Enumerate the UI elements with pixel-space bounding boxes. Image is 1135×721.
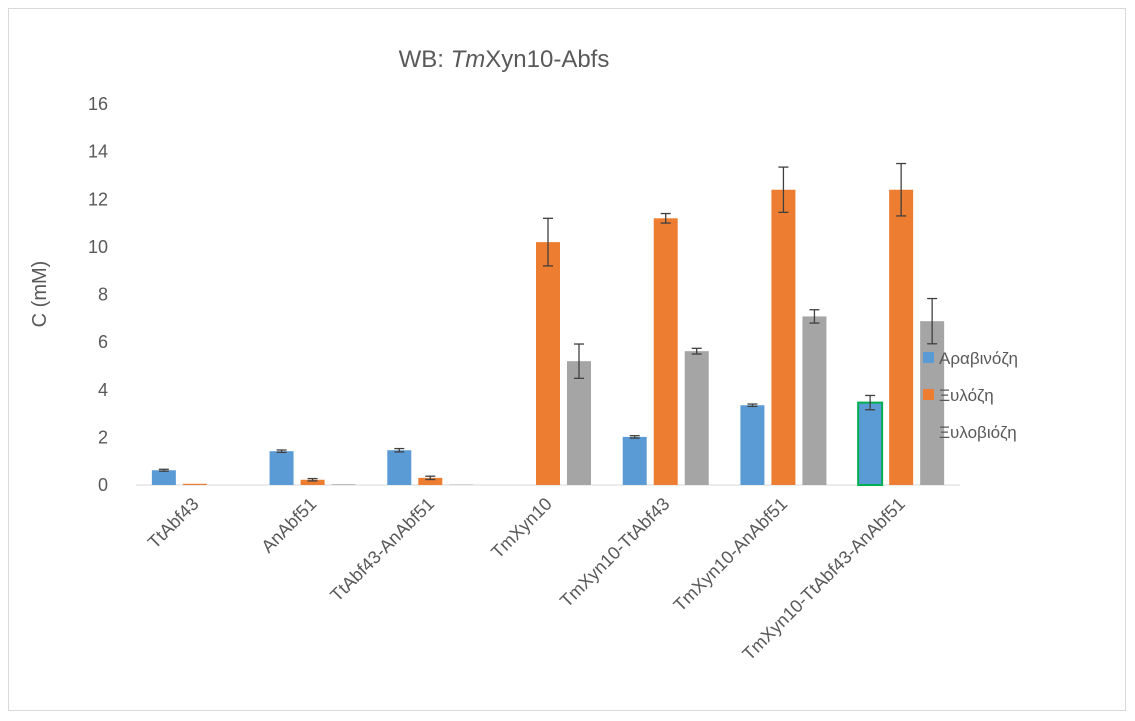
error-bar xyxy=(927,297,938,345)
legend: Αραβινόζη Ξυλόζη Ξυλοβιόζη xyxy=(923,349,1018,442)
y-tick-label: 6 xyxy=(98,332,108,352)
bar xyxy=(331,484,356,485)
y-tick-label: 10 xyxy=(88,237,108,257)
error-bar xyxy=(574,343,584,379)
bar xyxy=(684,351,709,485)
bar xyxy=(653,218,678,486)
bar xyxy=(857,401,884,487)
error-bar xyxy=(543,217,553,267)
bar xyxy=(622,436,647,485)
error-bar xyxy=(660,212,671,224)
chart-title-prefix: WB: xyxy=(399,46,451,73)
bar xyxy=(418,477,443,485)
bar xyxy=(536,242,560,485)
legend-label: Ξυλοβιόζη xyxy=(939,423,1017,442)
plot-area: 0 2 4 6 8 10 12 14 16 TtAbf43 AnAbf51 TtAbf43-AnAbf… xyxy=(88,94,960,664)
error-bar xyxy=(896,162,907,217)
error-bar xyxy=(691,347,702,355)
y-tick-label: 2 xyxy=(98,427,108,447)
error-bar xyxy=(747,403,758,408)
error-bar xyxy=(425,475,436,481)
legend-swatch xyxy=(923,352,934,363)
chart-title: WB: TmXyn10-Abfs xyxy=(399,46,610,73)
chart-frame: WB: TmXyn10-Abfs C (mM) 0 2 4 6 8 10 12 14 16 TtA… xyxy=(8,8,1126,711)
legend-swatch xyxy=(923,426,934,437)
bar xyxy=(802,316,827,485)
x-tick-label: TtAbf43 xyxy=(144,494,203,553)
x-tick-label: AnAbf51 xyxy=(257,494,320,557)
y-tick-label: 14 xyxy=(88,142,108,162)
error-bar xyxy=(778,166,789,213)
error-bar xyxy=(158,468,169,472)
x-tick-label: TmXyn10-TtAbf43 xyxy=(556,494,673,611)
chart-title-italic: Tm xyxy=(451,46,486,73)
x-tick-label: TtAbf43-AnAbf51 xyxy=(326,494,438,606)
y-tick-label: 4 xyxy=(98,380,108,400)
y-axis-label: C (mM) xyxy=(29,261,51,328)
bar xyxy=(151,470,176,485)
error-bar xyxy=(629,435,640,439)
error-bar xyxy=(809,309,820,324)
bar xyxy=(740,405,765,485)
bar xyxy=(300,479,325,485)
error-bar xyxy=(276,449,287,454)
x-tick-label: TmXyn10 xyxy=(487,494,556,563)
chart-svg: WB: TmXyn10-Abfs C (mM) 0 2 4 6 8 10 12 14 16 TtA… xyxy=(29,46,1018,664)
chart-title-suffix: Xyn10-Abfs xyxy=(485,46,609,73)
bar xyxy=(182,483,207,485)
error-bar xyxy=(307,477,318,482)
x-tick-label: TmXyn10-AnAbf51 xyxy=(670,494,792,616)
legend-label: Αραβινόζη xyxy=(939,349,1018,368)
bar xyxy=(567,361,591,485)
y-tick-label: 16 xyxy=(88,94,108,114)
y-tick-label: 0 xyxy=(98,475,108,495)
legend-label: Ξυλόζη xyxy=(939,386,994,405)
error-bar xyxy=(865,394,876,411)
legend-swatch xyxy=(923,389,934,400)
bar xyxy=(387,450,412,485)
bar xyxy=(269,451,294,485)
bar xyxy=(889,189,914,485)
bar xyxy=(771,189,796,485)
error-bar xyxy=(394,447,405,453)
y-tick-label: 12 xyxy=(88,189,108,209)
y-tick-label: 8 xyxy=(98,285,108,305)
bar xyxy=(920,321,945,485)
